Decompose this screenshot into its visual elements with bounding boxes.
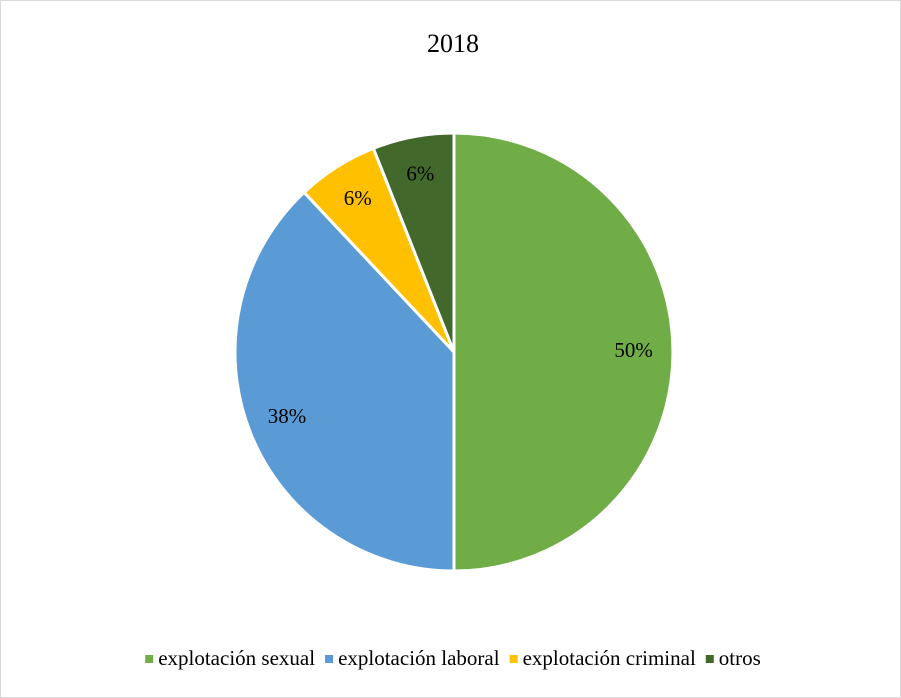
data-label: 50% <box>614 338 653 362</box>
legend-swatch <box>509 655 518 663</box>
data-label: 6% <box>406 161 434 185</box>
legend-swatch <box>145 655 154 663</box>
legend-label: explotación sexual <box>158 646 315 670</box>
data-label: 6% <box>344 186 372 210</box>
legend-label: otros <box>719 646 761 670</box>
legend-label: explotación criminal <box>523 646 696 670</box>
data-label: 38% <box>268 404 307 428</box>
legend-label: explotación laboral <box>338 646 500 670</box>
legend-swatch <box>325 655 334 663</box>
legend-swatch <box>705 655 714 663</box>
chart-title: 2018 <box>427 29 479 58</box>
pie-slice <box>371 131 456 353</box>
pie-slice <box>233 190 456 573</box>
pie-slice <box>452 131 675 573</box>
